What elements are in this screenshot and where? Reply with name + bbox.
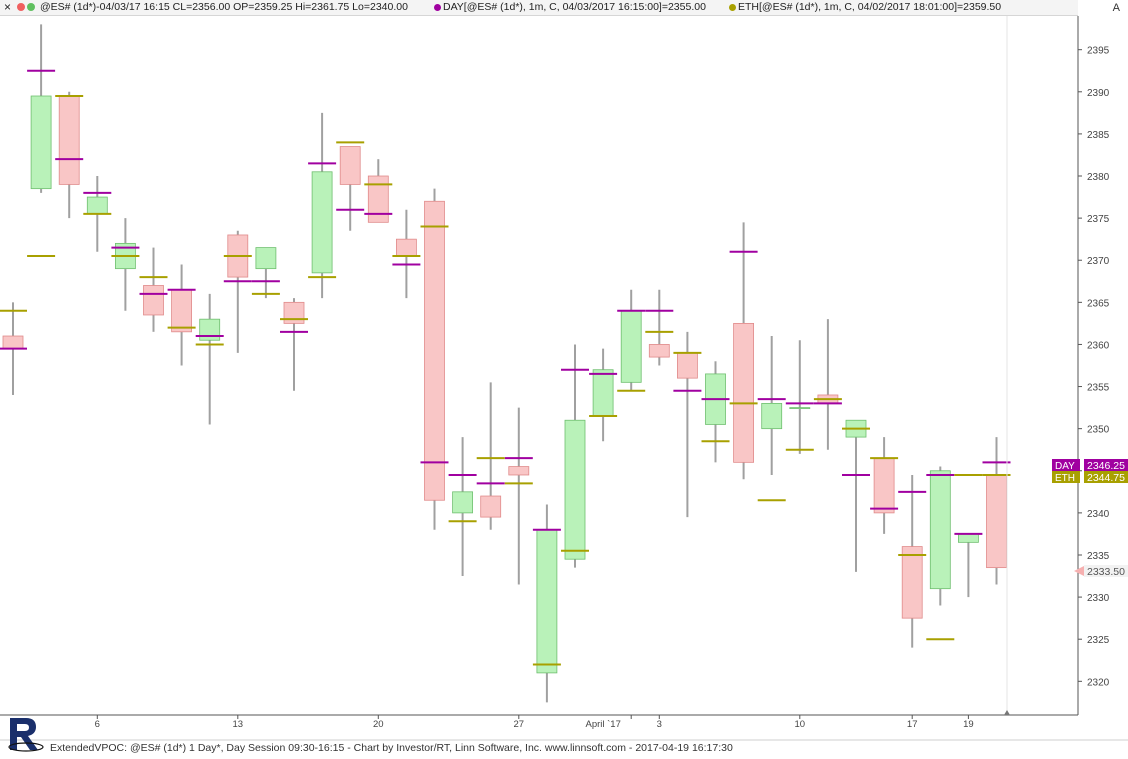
candle-up[interactable] — [30, 95, 52, 190]
last-price-arrow-icon — [1074, 566, 1084, 576]
last-value-label: 2333.50 — [1087, 566, 1125, 578]
x-tick-label: 17 — [907, 719, 918, 730]
series-tag-label: DAY — [1055, 461, 1075, 472]
candle-up[interactable] — [311, 171, 333, 274]
candle-down[interactable] — [986, 474, 1007, 569]
y-tick-label: 2395 — [1087, 46, 1110, 57]
x-tick-label: 13 — [233, 719, 244, 730]
candle-down[interactable] — [508, 466, 530, 476]
y-tick-label: 2380 — [1087, 172, 1110, 183]
y-tick-label: 2355 — [1087, 383, 1110, 394]
x-tick-label: 19 — [963, 719, 974, 730]
series-tag-box — [1052, 459, 1080, 471]
candle-down[interactable] — [677, 352, 698, 379]
chart-header: × @ES# (1d*)-04/03/17 16:15 CL=2356.00 O… — [0, 0, 1078, 16]
last-value-label: 2346.25 — [1087, 460, 1125, 472]
candle-down[interactable] — [873, 457, 895, 514]
plot-area[interactable] — [0, 24, 1011, 703]
y-tick-label: 2320 — [1087, 677, 1110, 688]
y-tick-label: 2370 — [1087, 256, 1110, 267]
y-tick-label: 2350 — [1087, 425, 1110, 436]
x-tick-label: 27 — [514, 719, 525, 730]
candle-up[interactable] — [199, 318, 221, 341]
y-tick-label: 2335 — [1087, 551, 1110, 562]
y-tick-label: 2360 — [1087, 340, 1110, 351]
last-value-box — [1084, 459, 1128, 471]
candle-up[interactable] — [789, 407, 811, 410]
candle-down[interactable] — [901, 546, 923, 619]
candle-up[interactable] — [592, 369, 614, 417]
chart-footer: ExtendedVPOC: @ES# (1d*) 1 Day*, Day Ses… — [50, 742, 733, 754]
candle-up[interactable] — [564, 419, 586, 560]
y-tick-label: 2390 — [1087, 88, 1110, 99]
y-tick-label: 2365 — [1087, 298, 1110, 309]
candle-down[interactable] — [58, 95, 80, 185]
last-value-box — [1084, 471, 1128, 483]
y-tick-label: 2325 — [1087, 635, 1110, 646]
y-tick-label: 2385 — [1087, 130, 1110, 141]
close-icon[interactable]: × — [4, 0, 12, 14]
x-tick-label: 3 — [657, 719, 662, 730]
x-tick-label: 10 — [795, 719, 806, 730]
status-circles-icon — [17, 1, 37, 13]
current-bar-triangle-icon — [1004, 710, 1010, 715]
y-tick-label: 2340 — [1087, 509, 1110, 520]
day-legend-dot-icon — [434, 4, 441, 11]
candle-down[interactable] — [2, 335, 24, 350]
candle-up[interactable] — [86, 196, 108, 215]
y-tick-label: 2375 — [1087, 214, 1110, 225]
last-value-label: 2344.75 — [1087, 472, 1125, 484]
candle-up[interactable] — [452, 491, 474, 514]
candle-up[interactable] — [255, 247, 277, 270]
main-series-label: @ES# (1d*)-04/03/17 16:15 CL=2356.00 OP=… — [40, 1, 408, 13]
candle-up[interactable] — [761, 402, 783, 430]
x-tick-label: April `17 — [586, 719, 621, 730]
candle-down[interactable] — [143, 285, 164, 316]
scale-corner-label[interactable]: A — [1112, 2, 1120, 14]
candle-up[interactable] — [620, 310, 642, 383]
candle-down[interactable] — [733, 322, 754, 463]
candle-down[interactable] — [395, 238, 417, 257]
x-tick-label: 20 — [373, 719, 384, 730]
candle-down[interactable] — [480, 495, 502, 518]
candle-down[interactable] — [367, 175, 389, 223]
axis-layer: 2320232523302335234023452350235523602365… — [0, 16, 1128, 741]
investor-rt-logo — [6, 716, 46, 754]
candle-down[interactable] — [424, 200, 445, 501]
series-tag-label: ETH — [1055, 473, 1075, 484]
candle-down[interactable] — [339, 146, 361, 185]
candle-down[interactable] — [648, 344, 670, 358]
candle-up[interactable] — [536, 529, 558, 674]
candle-down[interactable] — [283, 301, 305, 324]
x-tick-label: 6 — [95, 719, 100, 730]
candle-up[interactable] — [958, 533, 979, 543]
eth-series-label: ETH[@ES# (1d*), 1m, C, 04/02/2017 18:01:… — [729, 1, 1001, 13]
candle-up[interactable] — [929, 470, 951, 590]
eth-legend-dot-icon — [729, 4, 736, 11]
candle-down[interactable] — [171, 289, 193, 333]
day-series-label: DAY[@ES# (1d*), 1m, C, 04/03/2017 16:15:… — [434, 1, 706, 13]
last-value-box — [1084, 565, 1128, 577]
series-tag-box — [1052, 471, 1080, 483]
y-tick-label: 2330 — [1087, 593, 1110, 604]
